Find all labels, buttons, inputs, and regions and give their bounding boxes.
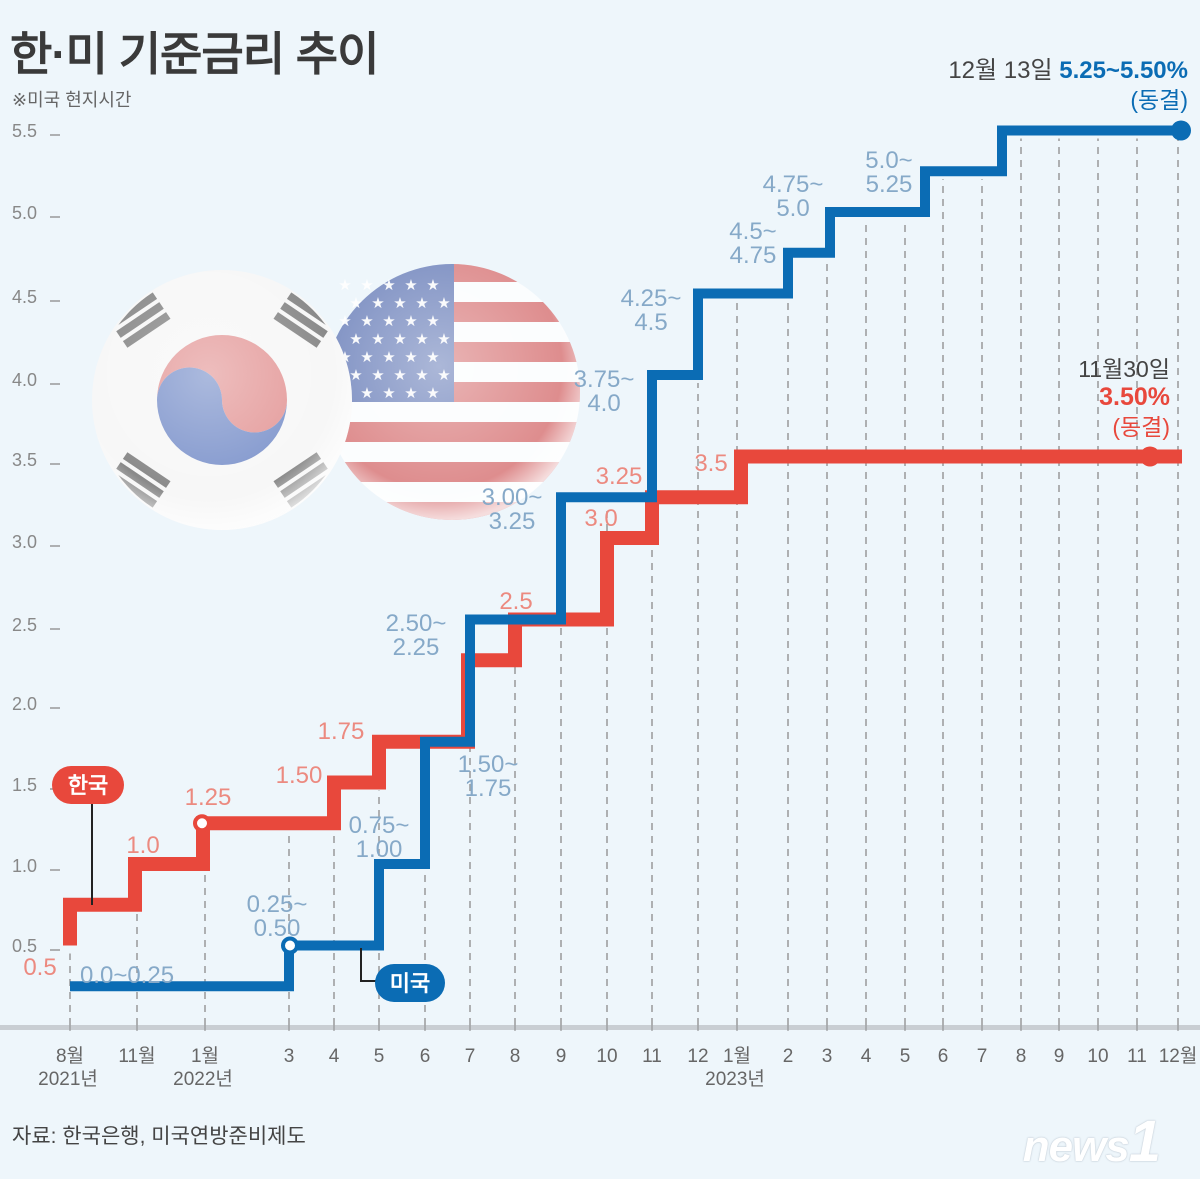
news1-logo: news1: [1022, 1109, 1161, 1174]
korea-value-label: 1.50: [276, 762, 323, 789]
us-point-marker: [281, 936, 299, 955]
x-tick-label: 8: [510, 1046, 521, 1067]
source-note: 자료: 한국은행, 미국연방준비제도: [12, 1125, 306, 1148]
korea-end-date: 11월30일: [1078, 356, 1170, 382]
korea-value-label: 3.5: [694, 450, 727, 477]
y-tick-label: 5.5: [12, 121, 37, 141]
y-tick-label: 5.0: [12, 203, 37, 223]
x-tick-label: 1월: [191, 1045, 219, 1067]
us-end-marker: [1171, 120, 1191, 141]
x-tick-label: 10: [596, 1046, 617, 1067]
flag-gloss: [324, 264, 580, 520]
us-leader-line: [360, 948, 376, 982]
y-tick-label: 3.5: [12, 450, 37, 470]
x-tick-label: 7: [465, 1046, 476, 1067]
us-legend-badge: [375, 964, 445, 1002]
us-value-label: 4.25~: [621, 285, 682, 312]
us-value-label: 4.5~: [729, 218, 776, 245]
korea-legend-badge: [52, 766, 124, 804]
chart-subtitle: ※미국 현지시간: [12, 90, 132, 110]
us-value-label: 3.75~: [574, 366, 635, 393]
x-tick-label: 1월: [723, 1045, 751, 1067]
x-tick-label: 4: [861, 1046, 872, 1067]
x-tick-label: 12월: [1159, 1045, 1198, 1067]
x-tick-year: 2021년: [38, 1068, 98, 1090]
us-value-label: 4.75: [730, 242, 777, 269]
y-tick-label: 3.0: [12, 532, 37, 552]
x-tick-label: 4: [329, 1046, 340, 1067]
korea-value-label: 1.75: [318, 718, 365, 745]
y-tick-label: 4.5: [12, 287, 37, 307]
us-value-label: 2.50~: [386, 610, 447, 637]
us-value-label: 0.0~0.25: [80, 962, 174, 989]
us-value-label: 0.25~: [247, 891, 308, 918]
korea-value-label: 1.25: [185, 784, 232, 811]
korea-value-label: 2.5: [499, 588, 532, 615]
flag-star: ★: [338, 277, 351, 294]
x-tick-year: 2023년: [705, 1068, 765, 1090]
x-tick-label: 11: [1127, 1046, 1147, 1067]
korea-end-marker: [1140, 446, 1160, 467]
x-tick-label: 11: [642, 1046, 662, 1067]
korea-point-marker: [193, 814, 211, 833]
us-value-label: 1.75: [465, 775, 512, 802]
us-rate-line: [70, 125, 1182, 992]
flag-gloss: [92, 270, 352, 530]
x-tick-label: 2: [783, 1046, 794, 1067]
us-end-note: (동결): [1130, 87, 1188, 113]
x-tick-label: 5: [900, 1046, 911, 1067]
x-axis: [0, 1025, 1200, 1030]
x-tick-label: 6: [938, 1046, 949, 1067]
y-tick-label: 4.0: [12, 370, 37, 390]
korea-end-note: (동결): [1112, 414, 1170, 440]
us-value-label: 4.75~: [763, 171, 824, 198]
x-tick-label: 12: [687, 1046, 708, 1067]
us-value-label: 5.0: [776, 195, 809, 222]
korea-value-label: 1.0: [126, 832, 159, 859]
x-tick-label: 6: [420, 1046, 431, 1067]
korea-rate-line: [63, 449, 1182, 946]
x-tick-label: 9: [556, 1046, 567, 1067]
x-tick-year: 2022년: [173, 1068, 233, 1090]
korea-value-label: 3.0: [584, 505, 617, 532]
us-value-label: 1.00: [356, 836, 403, 863]
us-end-value: 5.25~5.50%: [1059, 57, 1188, 84]
korea-value-label: 0.5: [23, 954, 56, 981]
us-value-label: 4.5: [634, 309, 667, 336]
x-tick-label: 5: [374, 1046, 385, 1067]
korea-end-value: 3.50%: [1099, 383, 1170, 411]
x-tick-label: 10: [1087, 1046, 1108, 1067]
us-value-label: 2.25: [393, 634, 440, 661]
us-end-annotation: 12월 13일 5.25~5.50%: [948, 57, 1188, 84]
x-tick-label: 3: [822, 1046, 833, 1067]
y-tick-label: 2.5: [12, 615, 37, 635]
x-tick-label: 3: [284, 1046, 295, 1067]
us-value-label: 4.0: [587, 390, 620, 417]
x-tick-label: 8월: [56, 1045, 84, 1067]
x-tick-label: 8: [1016, 1046, 1027, 1067]
flag-star: ★: [360, 277, 373, 294]
us-legend-label: 미국: [390, 971, 430, 996]
y-tick-label: 1.0: [12, 856, 37, 876]
y-tick-label: 1.5: [12, 775, 37, 795]
us-value-label: 0.50: [254, 915, 301, 942]
us-value-label: 5.25: [866, 171, 913, 198]
x-tick-label: 7: [977, 1046, 988, 1067]
chart-title: 한·미 기준금리 추이: [10, 28, 379, 80]
korea-legend-label: 한국: [68, 773, 108, 798]
us-value-label: 5.0~: [865, 147, 912, 174]
x-tick-label: 11월: [118, 1045, 155, 1067]
korea-value-label: 3.25: [596, 463, 643, 490]
y-tick-label: 2.0: [12, 694, 37, 714]
y-tick-label: 0.5: [12, 936, 37, 956]
us-value-label: 1.50~: [458, 751, 519, 778]
us-end-date: 12월 13일: [948, 57, 1059, 84]
x-tick-label: 9: [1054, 1046, 1065, 1067]
us-value-label: 3.00~: [482, 484, 543, 511]
us-value-label: 3.25: [489, 508, 536, 535]
us-value-label: 0.75~: [349, 812, 410, 839]
